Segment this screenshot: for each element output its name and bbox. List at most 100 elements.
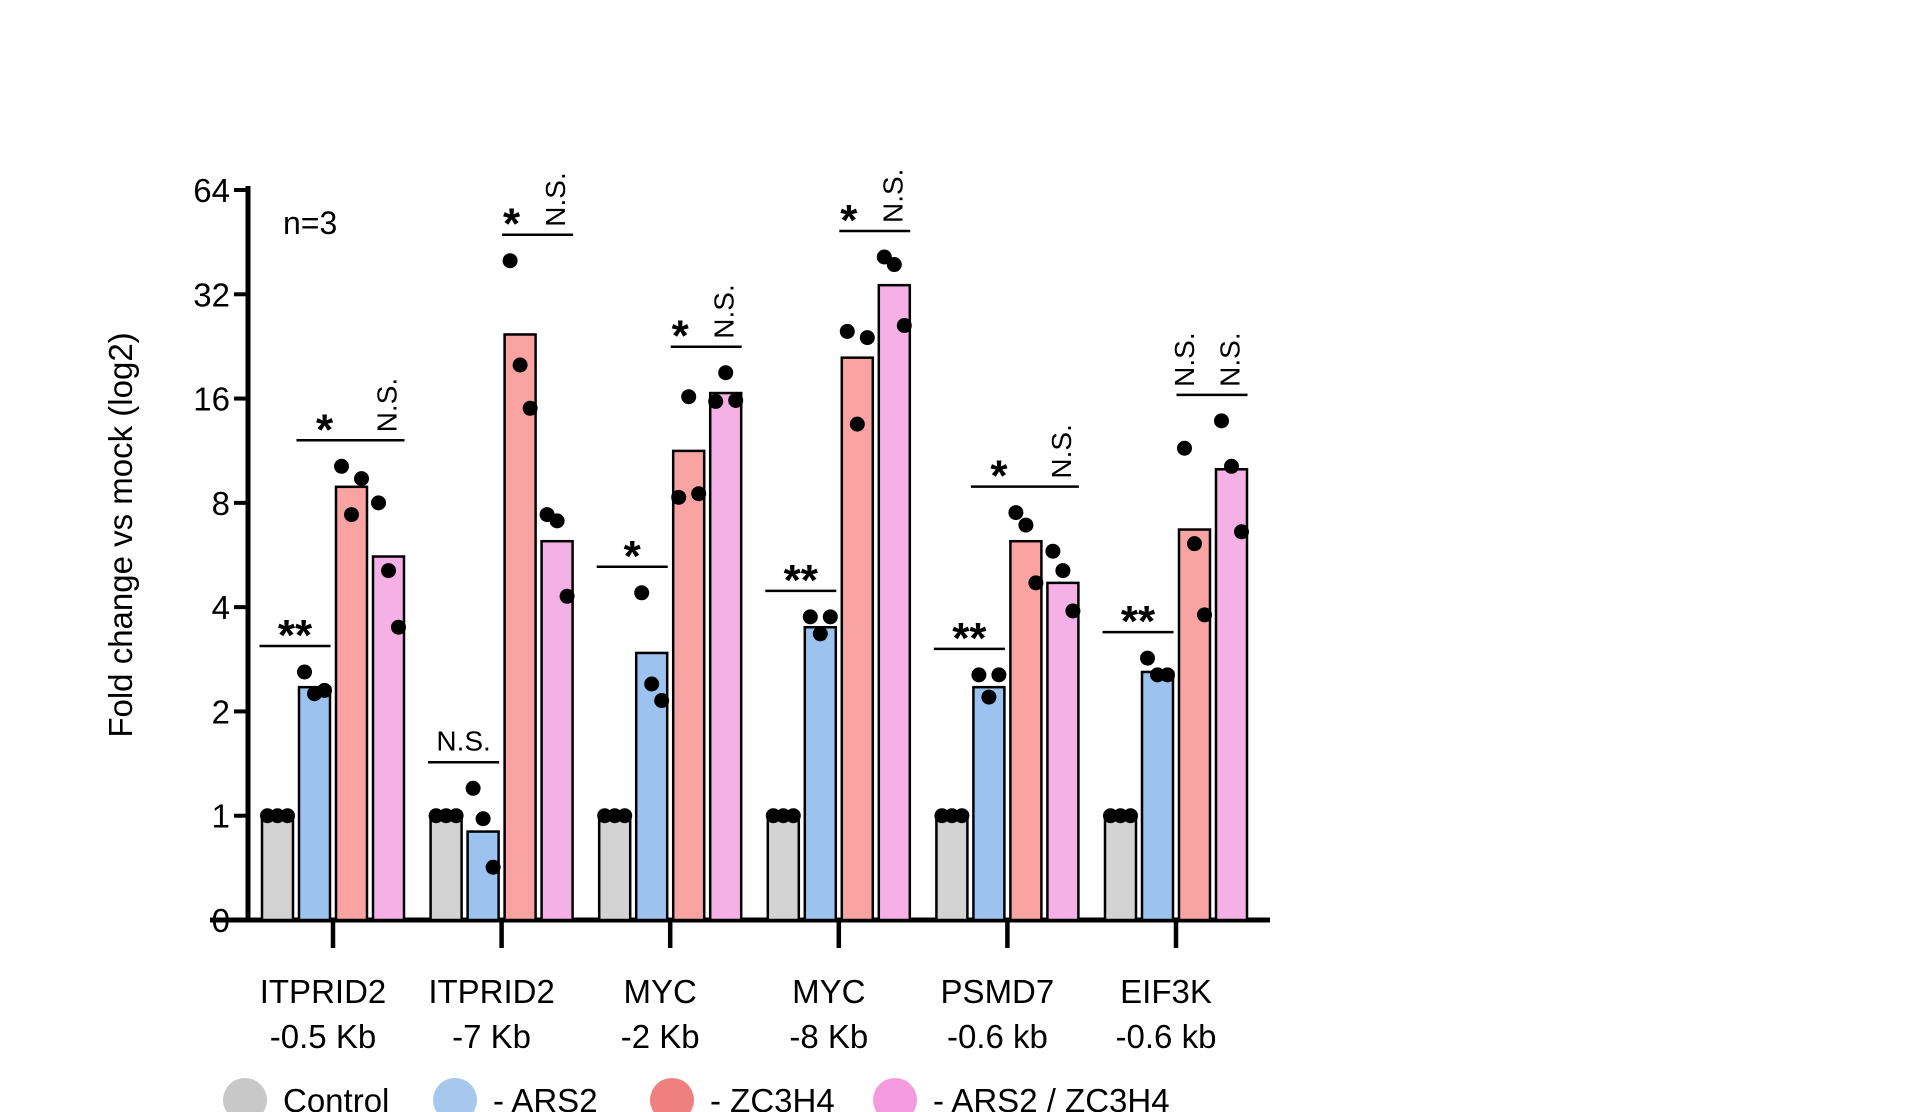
- significance-ns-label: N.S.: [1046, 424, 1077, 478]
- significance-label: **: [278, 611, 313, 660]
- y-tick-label: 8: [212, 485, 230, 522]
- data-point: [1008, 505, 1024, 521]
- significance-label: *: [840, 196, 858, 245]
- data-point: [334, 458, 349, 474]
- bar: [540, 539, 574, 922]
- bar: [466, 830, 500, 922]
- bar: [503, 333, 537, 922]
- data-point: [859, 330, 875, 346]
- legend-label: - ARS2 / ZC3H4: [933, 1082, 1170, 1112]
- data-point: [802, 609, 818, 625]
- data-point: [644, 676, 660, 692]
- data-point: [708, 393, 724, 409]
- data-point: [681, 389, 697, 405]
- bar: [371, 555, 406, 922]
- bar: [597, 814, 632, 922]
- data-point: [1197, 607, 1212, 623]
- data-point: [381, 563, 396, 579]
- data-point: [1224, 458, 1239, 474]
- data-point: [549, 513, 565, 529]
- significance-annotations: *** N.S.N.S.* N.S.** N.S.*** N.S.*** N.S.**N.…: [259, 169, 1248, 764]
- legend-label: - ARS2: [493, 1082, 598, 1112]
- bar: [1214, 468, 1249, 922]
- data-point: [1065, 603, 1081, 619]
- data-point: [839, 323, 855, 339]
- data-point: [522, 400, 538, 416]
- data-point: [849, 416, 865, 432]
- significance-label: **: [952, 614, 987, 663]
- significance-label: *: [503, 200, 521, 249]
- data-point: [280, 808, 295, 824]
- data-point: [617, 808, 633, 824]
- bar: [297, 685, 332, 922]
- sample-size-annotation: n=3: [283, 205, 337, 241]
- data-point: [785, 808, 801, 824]
- category-label: ITPRID2: [260, 973, 387, 1010]
- y-tick-label: 1: [212, 798, 230, 835]
- data-point: [654, 693, 670, 709]
- category-labels: ITPRID2 -0.5 Kb ITPRID2 -7 Kb MYC -2 Kb MYC -8 …: [260, 973, 1217, 1055]
- bar: [634, 651, 669, 922]
- category-sublabel: -0.6 kb: [947, 1018, 1048, 1055]
- significance-ns-label: N.S.: [709, 284, 740, 338]
- data-point: [1214, 413, 1229, 429]
- data-point: [465, 780, 481, 796]
- data-point: [1123, 808, 1138, 824]
- data-point: [475, 811, 491, 827]
- y-tick-label: 2: [212, 693, 230, 730]
- data-point: [371, 495, 386, 511]
- category-sublabel: -0.6 kb: [1116, 1018, 1217, 1055]
- data-point: [485, 859, 501, 875]
- y-tick-label: 32: [193, 276, 230, 313]
- bar: [1103, 814, 1138, 922]
- data-point: [502, 253, 518, 269]
- data-point: [1160, 667, 1175, 683]
- significance-ns-label: N.S.: [1215, 332, 1246, 386]
- data-point: [559, 588, 575, 604]
- bar: [1009, 539, 1043, 922]
- data-point: [886, 257, 902, 273]
- data-point: [1140, 650, 1155, 666]
- data-point: [812, 626, 828, 642]
- category-label: MYC: [792, 973, 865, 1010]
- category-label: MYC: [624, 973, 697, 1010]
- y-tick-label: 64: [193, 172, 230, 209]
- bar: [260, 814, 295, 922]
- bar: [766, 814, 801, 922]
- legend: Control - ARS2 - ZC3H4 - ARS2 / ZC3H4: [223, 1078, 1170, 1112]
- significance-label: *: [672, 312, 690, 361]
- category-sublabel: -2 Kb: [621, 1018, 700, 1055]
- significance-label: *: [624, 532, 642, 581]
- legend-label: - ZC3H4: [710, 1082, 835, 1112]
- category-label: ITPRID2: [428, 973, 555, 1010]
- bar: [972, 685, 1006, 922]
- data-point: [691, 486, 707, 502]
- significance-ns-label: N.S.: [877, 169, 908, 223]
- significance-label: **: [784, 556, 819, 605]
- data-point: [354, 471, 369, 487]
- significance-ns-label: N.S.: [540, 172, 571, 226]
- data-point: [391, 619, 406, 635]
- category-sublabel: -8 Kb: [789, 1018, 868, 1055]
- data-point: [1045, 543, 1061, 559]
- category-label: EIF3K: [1120, 973, 1212, 1010]
- significance-label: N.S.: [1169, 332, 1200, 386]
- legend-label: Control: [283, 1082, 389, 1112]
- significance-label: **: [1121, 597, 1156, 646]
- data-point: [1177, 440, 1192, 456]
- data-point: [728, 392, 744, 408]
- bar: [935, 814, 969, 922]
- data-point: [896, 318, 912, 334]
- bar: [1046, 581, 1080, 922]
- category-sublabel: -0.5 Kb: [270, 1018, 376, 1055]
- data-point: [297, 664, 312, 680]
- data-point: [971, 667, 987, 683]
- data-point: [1055, 563, 1071, 579]
- bar: [840, 356, 875, 922]
- data-point: [954, 808, 970, 824]
- significance-label: N.S.: [436, 725, 490, 756]
- legend-swatch: [223, 1078, 267, 1112]
- data-point: [1028, 575, 1044, 591]
- data-point: [1234, 524, 1249, 540]
- legend-swatch: [873, 1078, 917, 1112]
